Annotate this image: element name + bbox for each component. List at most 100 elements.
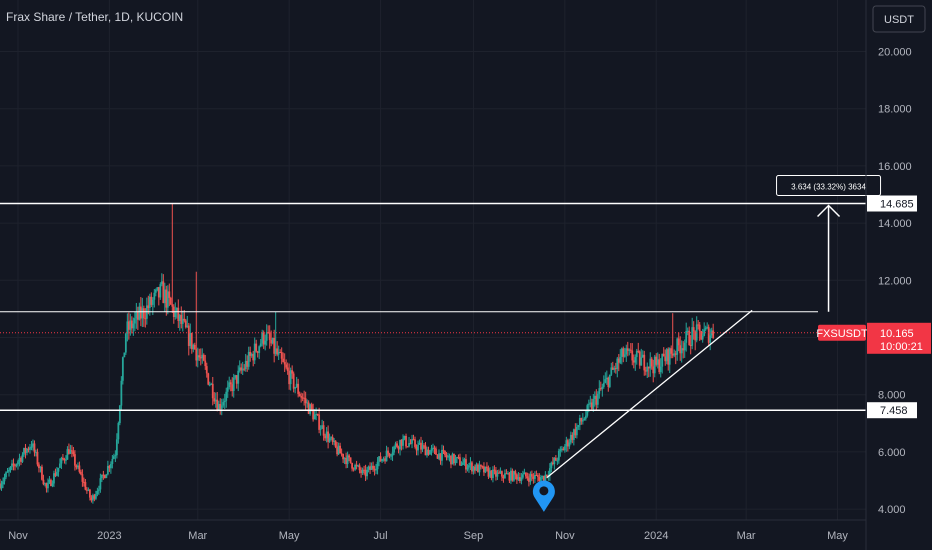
candle-body — [396, 443, 398, 447]
candle-body — [665, 349, 668, 362]
currency-button-label[interactable]: USDT — [884, 14, 914, 26]
candle-body — [406, 446, 409, 448]
candle-body — [418, 442, 421, 445]
candle-body — [376, 461, 379, 470]
candle-body — [478, 464, 481, 473]
candle-body — [183, 318, 186, 321]
candle-body — [366, 469, 368, 477]
candle-body — [484, 466, 487, 473]
drawings[interactable]: 3.634 (33.32%) 3634 — [532, 175, 882, 512]
candle-body — [670, 348, 673, 354]
candle-body — [513, 471, 515, 481]
candle-body — [276, 348, 279, 355]
candle-body — [529, 474, 532, 482]
candle-body — [517, 477, 520, 480]
candle-body — [342, 453, 345, 460]
candle-body — [66, 449, 69, 460]
candle-body — [454, 458, 457, 464]
candle-body — [661, 353, 664, 367]
candle-body — [331, 437, 334, 442]
candle-body — [436, 454, 439, 459]
candle-body — [193, 344, 196, 350]
candle-body — [590, 402, 593, 409]
candle-body — [246, 360, 249, 367]
currency-button[interactable]: USDT — [872, 5, 926, 33]
candle-body — [163, 289, 166, 304]
candle-body — [382, 458, 385, 460]
candle-body — [241, 368, 244, 371]
candle-body — [444, 450, 446, 456]
trendline[interactable] — [546, 309, 753, 479]
candle-body — [205, 366, 208, 374]
candle-body — [566, 440, 569, 447]
candle-body — [490, 470, 493, 479]
candle-body — [39, 466, 42, 469]
price-axis[interactable]: 20.00018.00016.00014.00012.00010.0008.00… — [878, 46, 912, 516]
candle-body — [204, 360, 207, 367]
chart-title: Frax Share / Tether, 1D, KUCOIN — [6, 10, 183, 24]
candle-body — [195, 349, 198, 361]
candle-body — [514, 471, 517, 475]
candle-body — [348, 455, 350, 458]
time-axis[interactable]: Nov 2023 Mar May Jul Sep Nov 2024 Mar May — [8, 530, 848, 542]
candle-body — [207, 373, 210, 385]
candle-body — [511, 470, 514, 481]
map-pin-icon[interactable] — [532, 480, 555, 512]
currency-button-frame[interactable] — [872, 5, 926, 33]
candle-body — [565, 440, 568, 447]
candle-body — [351, 462, 353, 469]
candles[interactable] — [0, 203, 715, 504]
candle-body — [324, 435, 327, 439]
candle-body — [532, 476, 535, 479]
candle-body — [601, 386, 604, 390]
candle-body — [516, 474, 518, 480]
candle-body — [468, 465, 470, 468]
candle-body — [208, 384, 211, 386]
candle-body — [539, 477, 542, 481]
candle-body — [424, 445, 427, 456]
candle-body — [671, 353, 674, 356]
candle-body — [27, 448, 30, 450]
candle-body — [550, 462, 553, 469]
candle-body — [355, 464, 358, 466]
candle-body — [262, 332, 265, 345]
candle-body — [97, 489, 100, 491]
candle-body — [620, 348, 623, 357]
candle-body — [271, 337, 274, 344]
candle-body — [423, 445, 425, 447]
candle-body — [78, 465, 81, 472]
candle-body — [610, 367, 613, 375]
candle-body — [526, 476, 529, 479]
candle-body — [409, 443, 412, 445]
candle-body — [653, 356, 656, 374]
candle-body — [483, 466, 485, 473]
candle-body — [411, 439, 413, 444]
candle-body — [267, 332, 270, 334]
x-tick-label: 2024 — [644, 530, 668, 542]
x-tick-label: May — [827, 530, 848, 542]
candle-body — [225, 391, 228, 401]
candle-body — [587, 404, 590, 406]
candle-body — [379, 456, 382, 462]
levels[interactable] — [0, 202, 866, 411]
candle-body — [117, 423, 120, 440]
candle-body — [220, 405, 223, 409]
candle-body — [520, 477, 523, 481]
candle-body — [50, 479, 52, 486]
y-tick-label: 14.000 — [878, 218, 912, 230]
candle-body — [21, 454, 24, 462]
candle-body — [340, 453, 343, 455]
candle-body — [596, 393, 599, 405]
x-tick-label: Mar — [188, 530, 207, 542]
candle-body — [178, 315, 181, 321]
candle-body — [545, 474, 548, 477]
candle-body — [703, 329, 706, 336]
candle-body — [637, 350, 640, 352]
candle-body — [650, 358, 653, 367]
candle-body — [510, 470, 512, 481]
candle-body — [30, 446, 33, 448]
candle-body — [306, 402, 309, 404]
candle-body — [229, 382, 232, 385]
candle-body — [68, 449, 70, 454]
